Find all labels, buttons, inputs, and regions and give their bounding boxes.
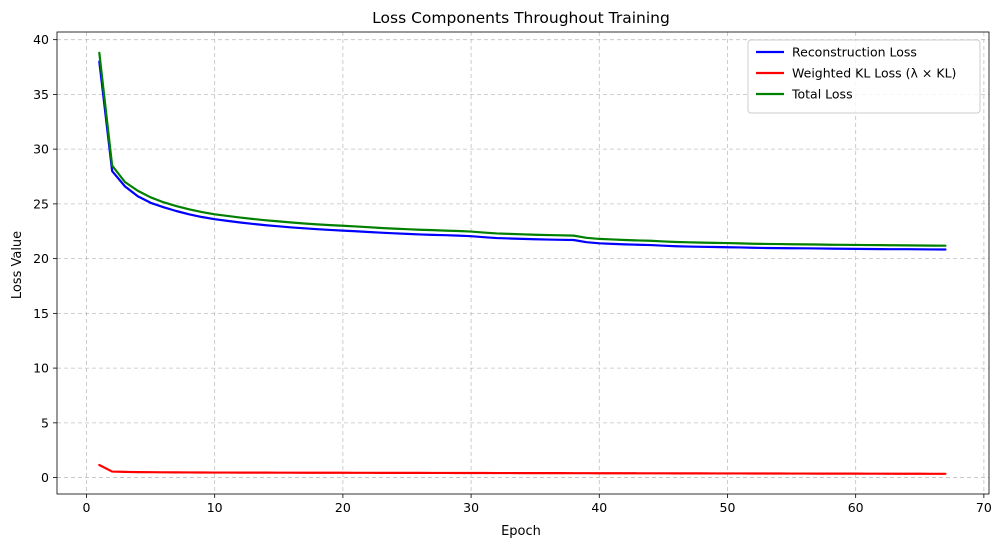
x-tick-label: 40 — [591, 500, 607, 515]
x-tick-label: 20 — [335, 500, 351, 515]
y-tick-label: 5 — [41, 415, 49, 430]
y-tick-label: 35 — [33, 87, 49, 102]
y-tick-label: 10 — [33, 361, 49, 376]
series-line-1 — [98, 463, 947, 475]
legend-label: Weighted KL Loss (λ × KL) — [792, 66, 956, 81]
y-axis-ticks: 0 5 10 15 20 25 30 35 40 — [33, 32, 57, 485]
x-tick-label: 60 — [848, 500, 864, 515]
legend-label: Reconstruction Loss — [792, 45, 917, 60]
x-tick-label: 30 — [463, 500, 479, 515]
y-axis-title: Loss Value — [10, 231, 25, 299]
x-tick-label: 50 — [720, 500, 736, 515]
y-tick-label: 0 — [41, 470, 49, 485]
y-tick-label: 25 — [33, 196, 49, 211]
x-tick-label: 0 — [83, 500, 91, 515]
legend-items: Reconstruction Loss Weighted KL Loss (λ ×… — [756, 45, 956, 102]
legend-box — [747, 39, 981, 114]
y-tick-label: 40 — [33, 32, 49, 47]
plot-frame — [56, 31, 990, 495]
y-tick-label: 30 — [33, 142, 49, 157]
chart-title: Loss Components Throughout Training — [372, 9, 670, 27]
x-axis-title: Epoch — [501, 524, 541, 539]
legend-label: Total Loss — [791, 87, 853, 102]
x-axis-ticks: 0 10 20 30 40 50 60 70 — [83, 494, 992, 515]
x-tick-label: 10 — [207, 500, 223, 515]
series-lines — [98, 51, 947, 475]
y-tick-label: 15 — [33, 306, 49, 321]
legend: Reconstruction Loss Weighted KL Loss (λ ×… — [747, 39, 981, 114]
series-line-0 — [98, 60, 947, 251]
y-tick-label: 20 — [33, 251, 49, 266]
series-line-2 — [98, 51, 947, 247]
grid — [57, 32, 989, 494]
x-tick-label: 70 — [976, 500, 992, 515]
